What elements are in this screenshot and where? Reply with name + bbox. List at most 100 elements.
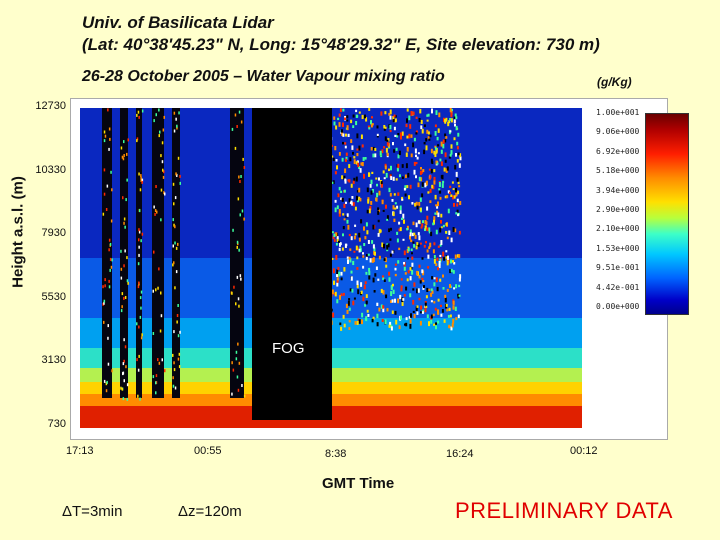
noise-speckle	[335, 242, 338, 246]
noise-speckle	[337, 117, 340, 121]
noise-speckle	[162, 168, 164, 172]
noise-speckle	[383, 279, 386, 283]
noise-speckle	[456, 146, 459, 150]
noise-speckle	[338, 122, 341, 127]
noise-speckle	[444, 195, 447, 199]
noise-speckle	[353, 297, 356, 300]
noise-speckle	[104, 278, 106, 282]
noise-speckle	[409, 235, 411, 240]
noise-speckle	[123, 359, 125, 363]
noise-speckle	[163, 170, 165, 174]
x-tick-label: 00:55	[194, 445, 222, 457]
noise-speckle	[408, 316, 411, 319]
noise-speckle	[344, 179, 347, 184]
noise-speckle	[401, 176, 404, 179]
noise-speckle	[237, 197, 240, 201]
colorbar-tick-label: 1.00e+001	[596, 108, 640, 117]
noise-speckle	[434, 212, 437, 215]
noise-speckle	[397, 154, 400, 159]
noise-speckle	[412, 310, 415, 313]
noise-speckle	[175, 270, 178, 274]
noise-speckle	[440, 161, 443, 166]
noise-speckle	[179, 174, 181, 178]
noise-speckle	[173, 261, 175, 265]
noise-speckle	[352, 151, 354, 155]
noise-speckle	[388, 168, 390, 172]
noise-speckle	[382, 209, 385, 212]
noise-speckle	[176, 314, 179, 317]
noise-speckle	[401, 198, 404, 201]
preliminary-data-label: PRELIMINARY DATA	[455, 498, 673, 523]
noise-speckle	[355, 109, 358, 113]
noise-speckle	[458, 254, 461, 258]
noise-speckle	[421, 128, 424, 134]
noise-speckle	[392, 211, 395, 217]
noise-speckle	[445, 250, 448, 253]
noise-speckle	[452, 195, 455, 200]
colorbar-tick-label: 5.18e+000	[596, 166, 640, 176]
noise-speckle	[401, 164, 404, 168]
noise-speckle	[453, 195, 456, 199]
noise-speckle	[385, 264, 388, 268]
noise-speckle	[365, 117, 368, 122]
noise-speckle	[105, 208, 108, 211]
noise-speckle	[342, 133, 345, 137]
noise-speckle	[406, 108, 409, 112]
noise-speckle	[394, 134, 397, 137]
noise-speckle	[395, 178, 398, 181]
cloud-column	[102, 108, 112, 398]
noise-speckle	[350, 119, 353, 124]
noise-speckle	[345, 201, 347, 204]
noise-speckle	[138, 209, 141, 213]
noise-speckle	[238, 304, 240, 308]
noise-speckle	[177, 304, 179, 307]
noise-speckle	[437, 309, 439, 315]
noise-speckle	[362, 296, 365, 302]
noise-speckle	[370, 124, 373, 128]
noise-speckle	[342, 233, 344, 237]
noise-speckle	[450, 112, 453, 118]
noise-speckle	[335, 159, 338, 162]
colorbar-tick-label: 9.06e+000	[596, 127, 640, 137]
noise-speckle	[140, 336, 143, 340]
noise-speckle	[453, 203, 455, 207]
noise-speckle	[368, 108, 371, 111]
noise-speckle	[448, 120, 451, 124]
noise-speckle	[455, 116, 458, 120]
noise-speckle	[458, 294, 461, 297]
noise-speckle	[346, 219, 349, 224]
noise-speckle	[338, 271, 341, 277]
noise-speckle	[420, 177, 423, 182]
noise-speckle	[424, 228, 426, 232]
noise-speckle	[354, 206, 357, 211]
noise-speckle	[367, 253, 370, 256]
noise-speckle	[126, 279, 129, 283]
noise-speckle	[430, 300, 433, 303]
noise-speckle	[375, 197, 378, 202]
fog-region	[252, 108, 332, 420]
noise-speckle	[389, 321, 392, 326]
noise-speckle	[446, 195, 449, 199]
noise-speckle	[450, 268, 453, 273]
y-tick-label: 10330	[35, 163, 66, 176]
noise-speckle	[158, 361, 161, 365]
noise-speckle	[414, 202, 417, 207]
noise-speckle	[389, 130, 392, 133]
noise-speckle	[136, 113, 138, 117]
noise-speckle	[141, 333, 143, 337]
noise-speckle	[423, 149, 426, 155]
noise-speckle	[173, 368, 176, 372]
noise-speckle	[442, 287, 445, 290]
noise-speckle	[348, 256, 351, 260]
noise-speckle	[399, 205, 402, 211]
noise-speckle	[368, 275, 371, 280]
noise-speckle	[348, 298, 351, 301]
cloud-column	[136, 108, 142, 398]
noise-speckle	[440, 141, 443, 147]
noise-speckle	[360, 134, 363, 139]
noise-speckle	[359, 245, 362, 249]
noise-speckle	[448, 324, 451, 329]
noise-speckle	[336, 274, 338, 278]
noise-speckle	[431, 184, 434, 189]
noise-speckle	[348, 327, 351, 330]
